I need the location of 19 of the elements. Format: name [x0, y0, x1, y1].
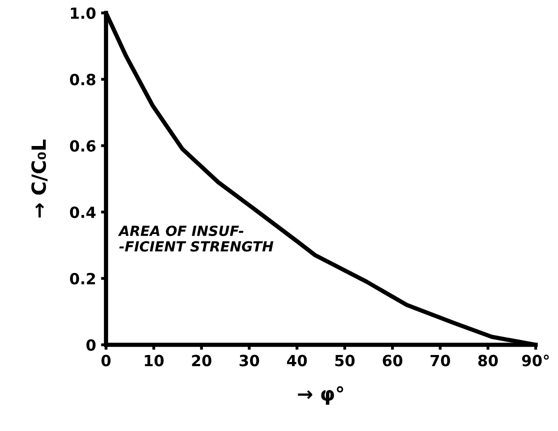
- y-tick-label: 0.8: [70, 74, 96, 86]
- x-tick-label: 60: [382, 354, 402, 366]
- x-axis-title: → φ°: [298, 386, 344, 405]
- y-tick-label: 0.6: [70, 140, 96, 152]
- x-tick-label: 40: [287, 354, 307, 366]
- y-tick-label: 0.2: [70, 272, 95, 284]
- x-tick-label: 0: [101, 354, 111, 366]
- y-tick-label: 1.0: [70, 7, 96, 19]
- x-tick-label: 90°: [522, 354, 549, 366]
- y-axis-title: → C/C₀L: [31, 140, 48, 218]
- x-tick-label: 80: [478, 354, 498, 366]
- annotation: AREA OF INSUF- -FICIENT STRENGTH: [118, 226, 274, 252]
- x-tick-label: 30: [240, 354, 260, 366]
- x-tick-label: 50: [335, 354, 355, 366]
- y-tick-label: 0: [86, 339, 96, 351]
- y-tick-label: 0.4: [70, 206, 96, 218]
- x-tick-label: 10: [144, 354, 164, 366]
- x-tick-label: 20: [192, 354, 212, 366]
- x-tick-label: 70: [430, 354, 450, 366]
